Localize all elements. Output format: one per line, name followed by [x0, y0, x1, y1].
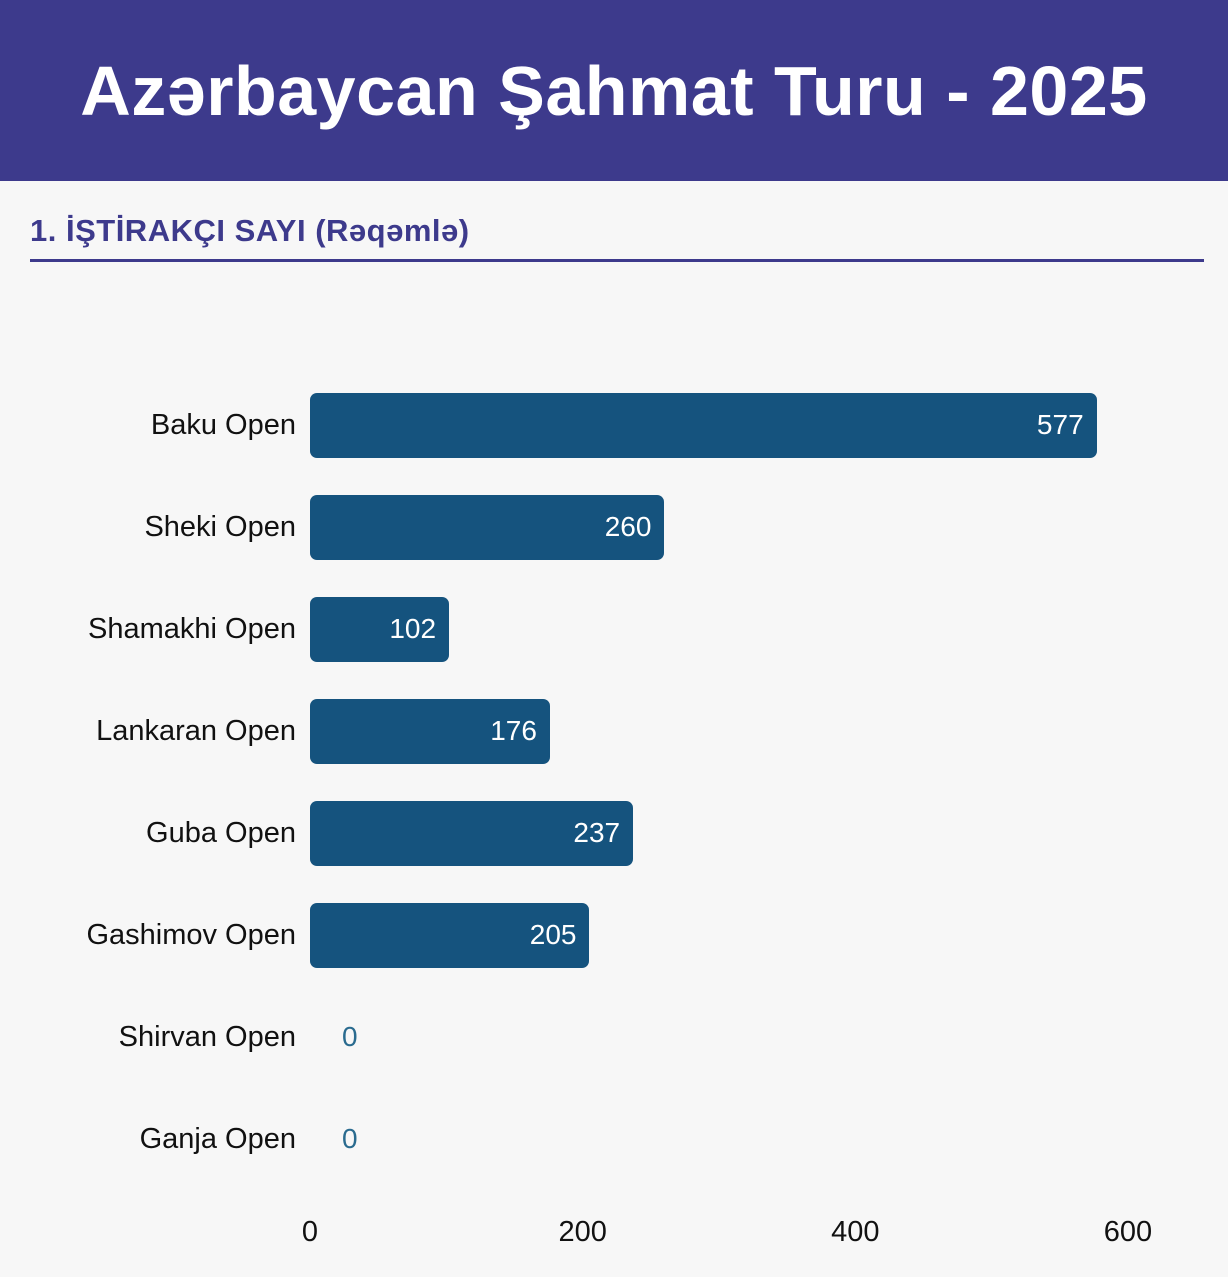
chart-row: Shamakhi Open 102 [0, 578, 1228, 680]
page-header: Azərbaycan Şahmat Turu - 2025 [0, 0, 1228, 181]
category-label: Gashimov Open [86, 918, 296, 951]
bar-value-label: 237 [573, 817, 621, 848]
zero-value-label: 0 [342, 1123, 358, 1154]
bar: 237 [310, 800, 634, 866]
chart-row: Lankaran Open 176 [0, 680, 1228, 782]
chart-row: Gashimov Open 205 [0, 884, 1228, 986]
x-axis: 0 200 400 600 [302, 1216, 1152, 1256]
bar-track: 102 [310, 596, 1128, 662]
bar: 577 [310, 392, 1097, 458]
x-axis-tick: 200 [558, 1216, 607, 1248]
bar-value-label: 577 [1036, 409, 1084, 440]
bar-track: 577 [310, 392, 1128, 458]
bar: 260 [310, 494, 665, 560]
category-label: Sheki Open [144, 510, 296, 543]
bar-track: 0 [310, 1107, 1128, 1172]
bar-track: 176 [310, 698, 1128, 764]
category-label: Ganja Open [139, 1122, 296, 1155]
section-header: 1. İŞTİRAKÇI SAYI (Rəqəmlə) [30, 213, 1204, 262]
bar-value-label: 205 [529, 919, 577, 950]
bar-track: 260 [310, 494, 1128, 560]
x-axis-tick: 400 [831, 1216, 880, 1248]
chart-rows: Baku Open 577 Sheki Open 260 Shamakhi Open 10… [0, 374, 1228, 1190]
chart-row: Baku Open 577 [0, 374, 1228, 476]
page-title: Azərbaycan Şahmat Turu - 2025 [80, 51, 1148, 130]
chart-row: Sheki Open 260 [0, 476, 1228, 578]
bar-value-label: 176 [490, 715, 537, 746]
x-axis-tick: 600 [1103, 1216, 1153, 1248]
zero-value-label: 0 [342, 1021, 358, 1052]
chart-row: Ganja Open 0 [0, 1088, 1228, 1190]
bar: 176 [310, 698, 550, 764]
x-axis-tick: 0 [301, 1216, 319, 1248]
category-label: Baku Open [150, 408, 296, 441]
category-label: Shamakhi Open [88, 612, 296, 645]
bar-track: 0 [310, 1005, 1128, 1070]
chart-row: Shirvan Open 0 [0, 986, 1228, 1088]
category-label: Guba Open [146, 816, 296, 849]
bar: 205 [310, 902, 590, 968]
bar: 102 [310, 596, 450, 662]
participants-bar-chart: Baku Open 577 Sheki Open 260 Shamakhi Open 10… [0, 374, 1228, 1256]
section-title: 1. İŞTİRAKÇI SAYI (Rəqəmlə) [30, 213, 470, 248]
category-label: Shirvan Open [118, 1020, 296, 1053]
bar-track: 205 [310, 902, 1128, 968]
bar-value-label: 260 [604, 511, 652, 542]
category-label: Lankaran Open [96, 714, 296, 747]
bar-value-label: 102 [389, 613, 437, 644]
bar-track: 237 [310, 800, 1128, 866]
chart-row: Guba Open 237 [0, 782, 1228, 884]
